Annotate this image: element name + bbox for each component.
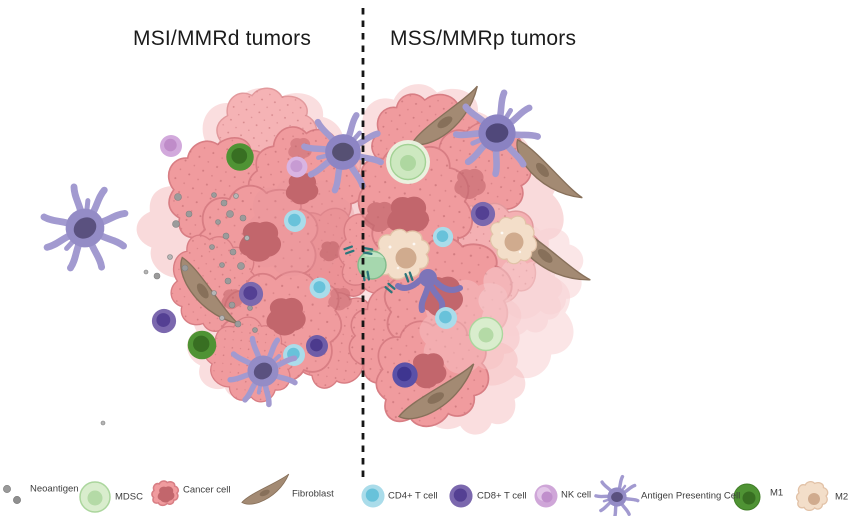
legend-label-antigen-presenting-cell: Antigen Presenting Cell <box>641 490 741 502</box>
m2-macrophage-icon <box>795 480 829 512</box>
mdsc-cell-icon <box>79 481 111 513</box>
cd4-t-cell <box>435 307 457 329</box>
antigen-presenting-cell-icon <box>589 469 645 516</box>
legend-label-cd4-t-cell: CD4+ T cell <box>388 490 438 502</box>
cd4-t-cell <box>309 277 331 299</box>
left-title: MSI/MMRd tumors <box>133 27 312 50</box>
legend-label-m1: M1 <box>770 487 784 499</box>
neoantigen-dots-icon <box>3 485 21 504</box>
cd8-t-cell-icon <box>449 484 473 508</box>
cd8-t-cell <box>238 281 264 307</box>
fibroblast-icon <box>239 474 292 505</box>
right-title: MSS/MMRp tumors <box>390 27 577 50</box>
cd4-t-cell <box>432 226 454 248</box>
legend-label-cancer-cell: Cancer cell <box>183 484 231 496</box>
mdsc-cell <box>386 140 430 184</box>
nk-cell <box>160 135 182 157</box>
antigen-presenting-cell <box>34 176 137 279</box>
m1-macrophage <box>187 330 217 360</box>
m2-macrophage <box>483 208 544 271</box>
nk-cell-icon <box>534 484 558 508</box>
cd8-t-cell <box>470 201 496 227</box>
legend-label-nk-cell: NK cell <box>561 489 592 501</box>
cd8-t-cell <box>151 308 177 334</box>
cd8-t-cell <box>306 335 328 357</box>
legend-label-cd8-t-cell: CD8+ T cell <box>477 490 527 502</box>
legend-icons <box>3 469 829 516</box>
cd8-t-cell <box>392 362 418 388</box>
macrophage-arms <box>395 269 463 313</box>
legend-label-neoantigen: Neoantigen <box>30 483 79 495</box>
legend-label-mdsc: MDSC <box>115 491 143 503</box>
nk-cell <box>286 156 308 178</box>
mdsc-cell <box>468 316 504 352</box>
m1-macrophage-icon <box>733 483 761 511</box>
m2-macrophage <box>374 228 430 280</box>
cancer-cell-icon <box>151 480 180 507</box>
cd4-t-cell <box>284 210 306 232</box>
cd4-t-cell-icon <box>361 484 385 508</box>
m1-macrophage <box>226 143 254 171</box>
legend-label-fibroblast: Fibroblast <box>292 488 334 500</box>
legend-label-m2: M2 <box>835 491 849 503</box>
exhausted-t-cell-interaction <box>343 245 463 313</box>
